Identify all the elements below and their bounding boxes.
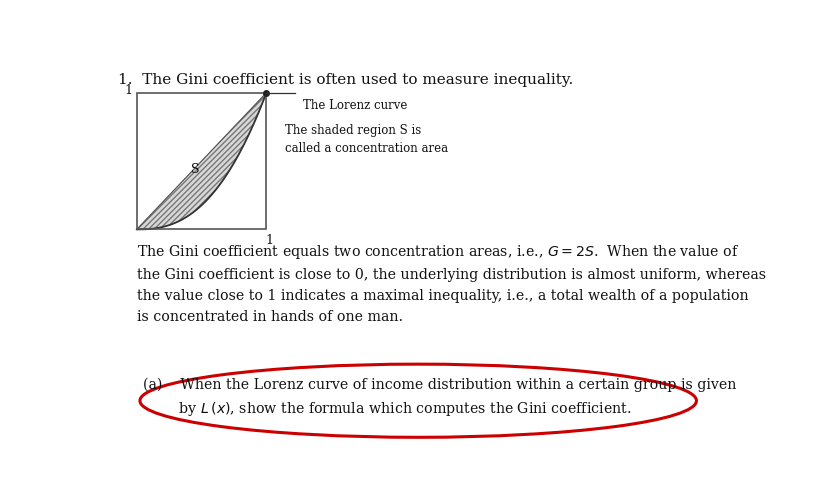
Text: 1: 1 <box>124 84 132 97</box>
Text: 1.  The Gini coefficient is often used to measure inequality.: 1. The Gini coefficient is often used to… <box>118 74 573 88</box>
Text: 1: 1 <box>265 234 273 247</box>
Text: The Gini coefficient equals two concentration areas, i.e., $G = 2S$.  When the v: The Gini coefficient equals two concentr… <box>137 243 765 324</box>
Bar <box>137 92 266 230</box>
Text: The Lorenz curve: The Lorenz curve <box>303 99 407 112</box>
Polygon shape <box>137 92 266 230</box>
Text: The shaded region S is
called a concentration area: The shaded region S is called a concentr… <box>286 124 449 154</box>
Text: (a)    When the Lorenz curve of income distribution within a certain group is gi: (a) When the Lorenz curve of income dist… <box>143 378 737 418</box>
Text: S: S <box>191 163 200 176</box>
